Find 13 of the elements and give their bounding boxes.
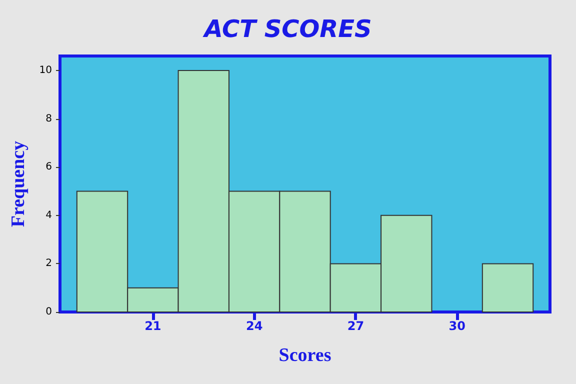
x-tick-label: 27 (347, 319, 364, 333)
y-tick-label: 4 (46, 210, 52, 221)
chart-title: ACT SCORES (202, 15, 372, 43)
y-tick-label: 8 (46, 113, 52, 124)
x-tick-label: 24 (246, 319, 263, 333)
y-tick-label: 6 (46, 162, 52, 173)
x-axis-title: Scores (278, 345, 332, 366)
y-tick-label: 0 (46, 306, 52, 318)
x-tick-label: 21 (144, 319, 162, 333)
y-axis-title: Frequency (8, 140, 29, 228)
x-tick-label: 30 (448, 319, 466, 333)
y-tick-label: 2 (46, 258, 52, 270)
y-tick-label: 10 (39, 64, 52, 76)
